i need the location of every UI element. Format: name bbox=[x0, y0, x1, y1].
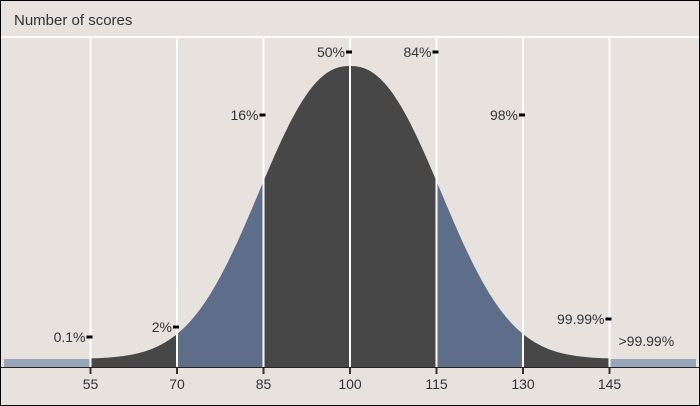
x-tick-label: 85 bbox=[256, 376, 272, 392]
x-tick-label: 130 bbox=[511, 376, 535, 392]
percentile-label: 50% bbox=[317, 44, 345, 60]
percentile-label: 16% bbox=[230, 107, 258, 123]
x-tick-label: 145 bbox=[598, 376, 622, 392]
x-tick-label: 100 bbox=[338, 376, 362, 392]
percentile-label: 2% bbox=[152, 319, 172, 335]
percentile-marker bbox=[173, 325, 179, 329]
percentile-marker bbox=[259, 113, 266, 117]
percentile-label: 98% bbox=[490, 107, 518, 123]
distribution-band bbox=[523, 334, 610, 367]
chart-title: Number of scores bbox=[14, 12, 132, 29]
percentile-label: 99.99% bbox=[557, 311, 604, 327]
x-tick-label: 55 bbox=[83, 376, 99, 392]
distribution-band bbox=[609, 359, 696, 367]
percentile-marker bbox=[346, 50, 352, 54]
distribution-band bbox=[90, 334, 177, 367]
percentile-marker bbox=[432, 50, 439, 54]
percentile-label: 0.1% bbox=[54, 329, 86, 345]
percentile-marker bbox=[605, 317, 612, 321]
percentile-marker bbox=[86, 335, 93, 339]
x-tick-label: 115 bbox=[425, 376, 448, 392]
percentile-marker bbox=[519, 113, 525, 117]
distribution-band bbox=[4, 359, 91, 367]
distribution-band bbox=[177, 181, 264, 367]
x-tick-label: 70 bbox=[169, 376, 185, 392]
percentile-label: 84% bbox=[403, 44, 431, 60]
percentile-label: >99.99% bbox=[619, 333, 675, 349]
distribution-band bbox=[436, 181, 523, 367]
